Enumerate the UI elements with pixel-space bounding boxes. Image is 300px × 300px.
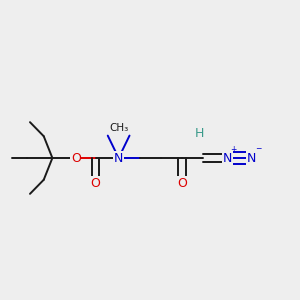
Text: O: O: [91, 177, 100, 190]
Text: −: −: [255, 145, 261, 154]
Text: H: H: [195, 127, 204, 140]
Text: N: N: [223, 152, 232, 164]
Text: CH₃: CH₃: [109, 123, 128, 133]
Text: O: O: [177, 177, 187, 190]
Text: N: N: [247, 152, 256, 164]
Text: +: +: [231, 145, 237, 154]
Text: O: O: [71, 152, 81, 164]
Text: N: N: [114, 152, 123, 164]
